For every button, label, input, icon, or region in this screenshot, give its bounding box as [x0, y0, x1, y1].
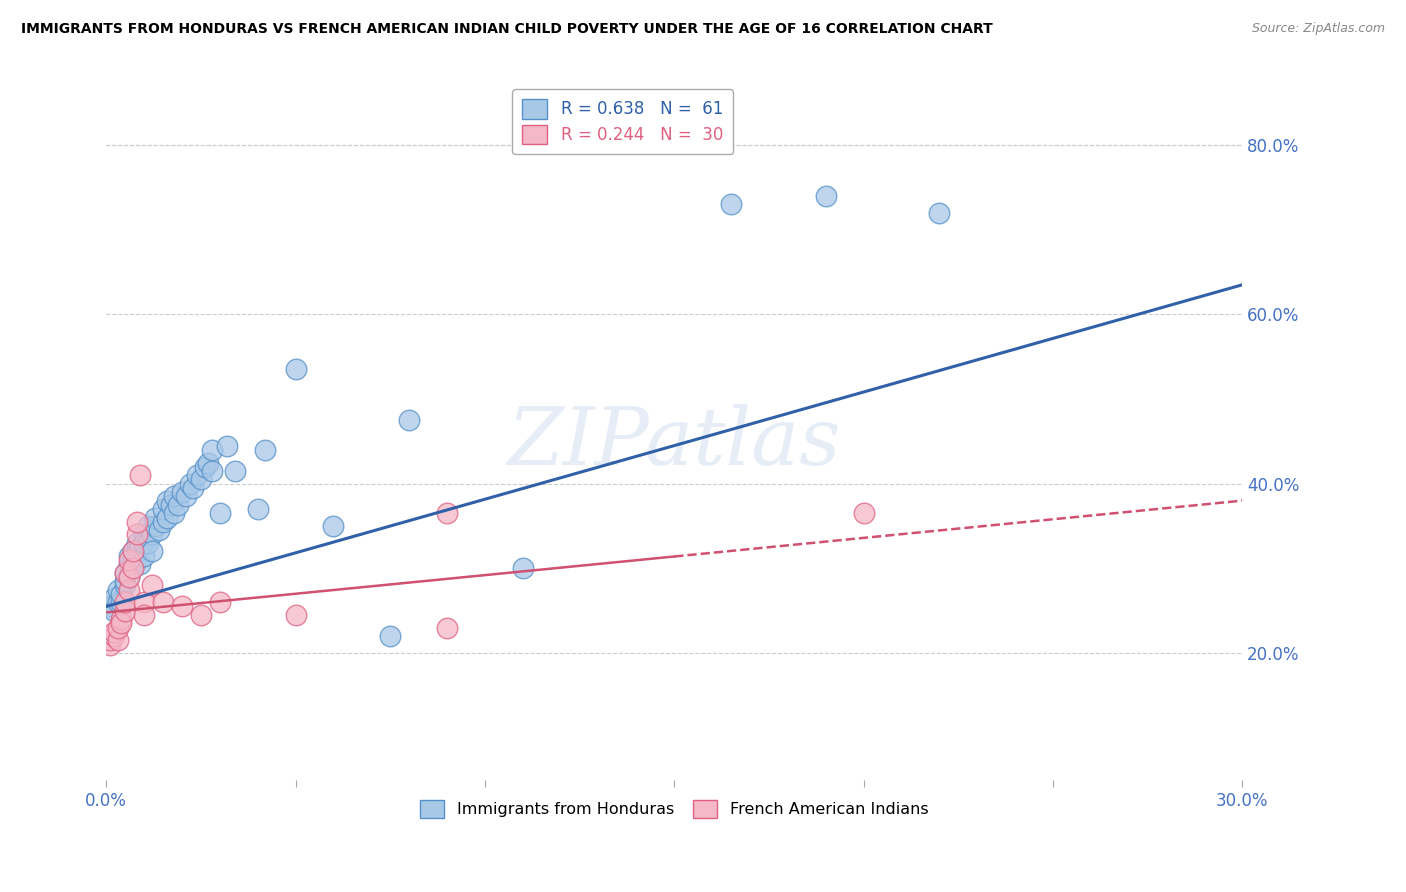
Point	[132, 607, 155, 622]
Point	[121, 544, 143, 558]
Point	[322, 519, 344, 533]
Point	[145, 519, 167, 533]
Point	[208, 506, 231, 520]
Point	[512, 561, 534, 575]
Point	[284, 362, 307, 376]
Point	[132, 536, 155, 550]
Point	[110, 612, 132, 626]
Point	[436, 621, 458, 635]
Point	[114, 574, 136, 588]
Point	[217, 439, 239, 453]
Point	[118, 582, 141, 597]
Point	[118, 557, 141, 571]
Point	[121, 553, 143, 567]
Point	[170, 599, 193, 614]
Point	[125, 544, 148, 558]
Point	[121, 561, 143, 575]
Text: Source: ZipAtlas.com: Source: ZipAtlas.com	[1251, 22, 1385, 36]
Point	[190, 607, 212, 622]
Point	[136, 519, 159, 533]
Point	[114, 566, 136, 580]
Point	[103, 629, 125, 643]
Point	[118, 549, 141, 563]
Point	[720, 197, 742, 211]
Point	[179, 476, 201, 491]
Text: ZIPatlas: ZIPatlas	[508, 404, 841, 482]
Point	[103, 604, 125, 618]
Point	[125, 527, 148, 541]
Point	[928, 206, 950, 220]
Point	[107, 582, 129, 597]
Point	[152, 515, 174, 529]
Point	[129, 540, 152, 554]
Point	[208, 595, 231, 609]
Point	[152, 502, 174, 516]
Point	[380, 629, 402, 643]
Point	[186, 468, 208, 483]
Y-axis label: Child Poverty Under the Age of 16: Child Poverty Under the Age of 16	[0, 298, 7, 559]
Point	[156, 493, 179, 508]
Point	[145, 510, 167, 524]
Point	[125, 536, 148, 550]
Point	[132, 549, 155, 563]
Point	[107, 595, 129, 609]
Point	[174, 490, 197, 504]
Point	[224, 464, 246, 478]
Point	[141, 527, 163, 541]
Point	[114, 604, 136, 618]
Point	[98, 599, 121, 614]
Point	[132, 595, 155, 609]
Point	[103, 624, 125, 639]
Point	[163, 506, 186, 520]
Point	[201, 464, 224, 478]
Point	[121, 544, 143, 558]
Point	[141, 578, 163, 592]
Point	[201, 442, 224, 457]
Point	[136, 536, 159, 550]
Point	[194, 459, 217, 474]
Point	[197, 456, 219, 470]
Point	[103, 591, 125, 605]
Point	[852, 506, 875, 520]
Point	[125, 515, 148, 529]
Point	[98, 638, 121, 652]
Point	[107, 633, 129, 648]
Point	[132, 527, 155, 541]
Point	[125, 553, 148, 567]
Legend: Immigrants from Honduras, French American Indians: Immigrants from Honduras, French America…	[413, 793, 935, 825]
Point	[110, 616, 132, 631]
Point	[114, 578, 136, 592]
Point	[163, 490, 186, 504]
Point	[284, 607, 307, 622]
Point	[121, 561, 143, 575]
Point	[129, 557, 152, 571]
Point	[190, 473, 212, 487]
Point	[814, 189, 837, 203]
Point	[246, 502, 269, 516]
Point	[152, 595, 174, 609]
Point	[110, 595, 132, 609]
Point	[141, 544, 163, 558]
Point	[167, 498, 190, 512]
Point	[398, 413, 420, 427]
Point	[159, 498, 181, 512]
Point	[98, 633, 121, 648]
Point	[114, 595, 136, 609]
Point	[436, 506, 458, 520]
Point	[118, 570, 141, 584]
Point	[118, 570, 141, 584]
Point	[118, 553, 141, 567]
Point	[170, 485, 193, 500]
Point	[114, 566, 136, 580]
Point	[183, 481, 205, 495]
Text: IMMIGRANTS FROM HONDURAS VS FRENCH AMERICAN INDIAN CHILD POVERTY UNDER THE AGE O: IMMIGRANTS FROM HONDURAS VS FRENCH AMERI…	[21, 22, 993, 37]
Point	[107, 621, 129, 635]
Point	[156, 510, 179, 524]
Point	[148, 523, 170, 537]
Point	[129, 468, 152, 483]
Point	[110, 587, 132, 601]
Point	[254, 442, 277, 457]
